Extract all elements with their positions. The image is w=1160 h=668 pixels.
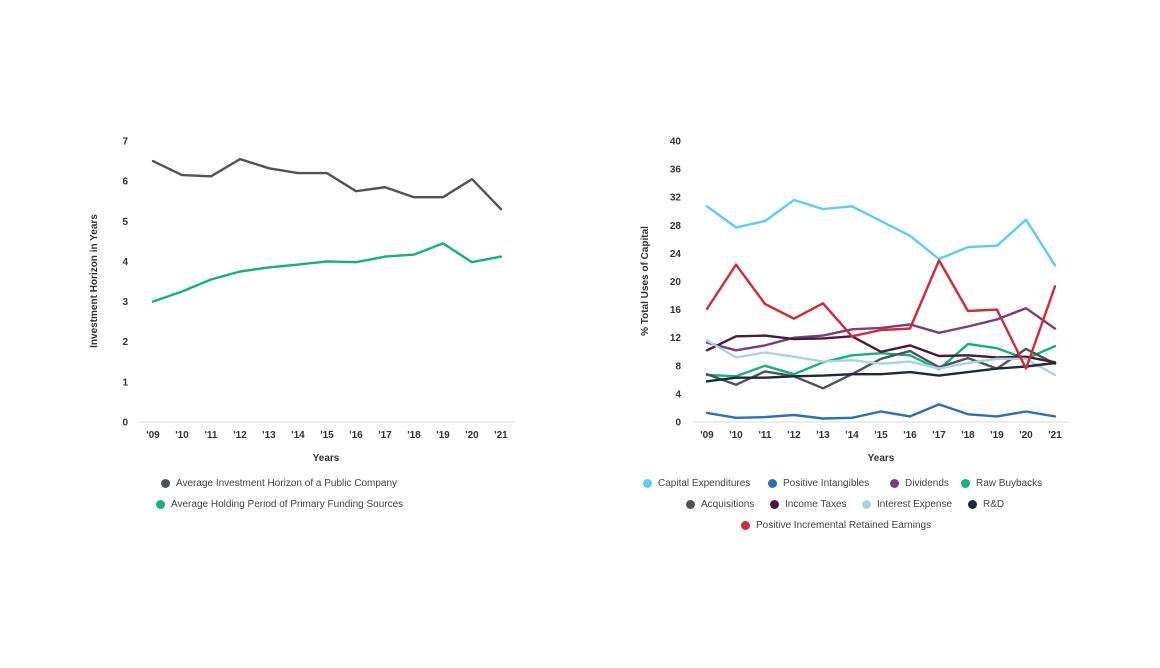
y-tick-label: 2 bbox=[122, 337, 128, 348]
legend-swatch bbox=[741, 521, 750, 530]
series-line-average-investment-horizon-of-a-public-company[interactable] bbox=[151, 157, 503, 211]
legend-item-capital-expenditures[interactable]: Capital Expenditures bbox=[643, 478, 750, 489]
legend-label: Acquisitions bbox=[701, 499, 755, 510]
x-tick-label: '10 bbox=[729, 430, 743, 441]
x-tick-label: '20 bbox=[465, 430, 479, 441]
legend-item-average-holding-period[interactable]: Average Holding Period of Primary Fundin… bbox=[156, 499, 403, 510]
legend-label: Interest Expense bbox=[877, 499, 953, 510]
legend-item-raw-buybacks[interactable]: Raw Buybacks bbox=[961, 478, 1042, 489]
x-tick-label: '09 bbox=[700, 430, 714, 441]
series-line-r-d[interactable] bbox=[705, 361, 1057, 383]
legend-item-positive-incremental-retained-earnings[interactable]: Positive Incremental Retained Earnings bbox=[741, 520, 931, 531]
legend-item-average-investment-horizon[interactable]: Average Investment Horizon of a Public C… bbox=[161, 478, 397, 489]
legend-label: R&D bbox=[983, 499, 1005, 510]
legend-label: Average Holding Period of Primary Fundin… bbox=[171, 499, 404, 510]
x-tick-label: '19 bbox=[436, 430, 450, 441]
y-tick-label: 6 bbox=[122, 177, 128, 188]
legend-label: Average Investment Horizon of a Public C… bbox=[176, 478, 398, 489]
legend-label: Raw Buybacks bbox=[976, 478, 1043, 489]
legend-label: Dividends bbox=[905, 478, 949, 489]
y-tick-label: 24 bbox=[670, 249, 682, 260]
x-tick-label: '10 bbox=[175, 430, 189, 441]
y-tick-label: 4 bbox=[122, 257, 128, 268]
series-line-average-holding-period-of-primary-funding-sources[interactable] bbox=[151, 242, 503, 303]
x-tick-label: '20 bbox=[1019, 430, 1033, 441]
legend-item-r-and-d[interactable]: R&D bbox=[968, 499, 1004, 510]
x-tick-label: '15 bbox=[874, 430, 888, 441]
legend-swatch bbox=[961, 479, 970, 488]
legend-swatch bbox=[770, 500, 779, 509]
legend-label: Capital Expenditures bbox=[658, 478, 751, 489]
y-tick-label: 7 bbox=[122, 137, 128, 148]
x-tick-label: '19 bbox=[990, 430, 1004, 441]
x-tick-label: '21 bbox=[1048, 430, 1062, 441]
legend-label: Income Taxes bbox=[785, 499, 847, 510]
series-line-capital-expenditures[interactable] bbox=[705, 198, 1057, 267]
chart1-y-axis-label: Investment Horizon in Years bbox=[89, 214, 100, 348]
x-tick-label: '12 bbox=[233, 430, 247, 441]
y-tick-label: 5 bbox=[122, 217, 128, 228]
legend-swatch bbox=[686, 500, 695, 509]
x-tick-label: '12 bbox=[787, 430, 801, 441]
legend-swatch bbox=[768, 479, 777, 488]
y-tick-label: 0 bbox=[675, 418, 681, 429]
y-tick-label: 4 bbox=[675, 389, 681, 400]
x-tick-label: '18 bbox=[407, 430, 421, 441]
series-line-positive-incremental-retained-earnings[interactable] bbox=[705, 259, 1057, 370]
x-tick-label: '17 bbox=[378, 430, 392, 441]
x-tick-label: '11 bbox=[759, 430, 772, 441]
legend-swatch bbox=[862, 500, 871, 509]
y-tick-label: 28 bbox=[670, 221, 682, 232]
y-tick-label: 1 bbox=[122, 377, 128, 388]
legend-label: Positive Incremental Retained Earnings bbox=[756, 520, 932, 531]
legend-item-dividends[interactable]: Dividends bbox=[890, 478, 949, 489]
series-line-income-taxes[interactable] bbox=[705, 334, 1057, 364]
legend-item-positive-intangibles[interactable]: Positive Intangibles bbox=[768, 478, 869, 489]
chart1-x-axis-label: Years bbox=[313, 453, 340, 464]
legend-swatch bbox=[890, 479, 899, 488]
x-tick-label: '13 bbox=[262, 430, 276, 441]
chart2-y-axis-label: % Total Uses of Capital bbox=[640, 226, 651, 336]
legend-swatch bbox=[968, 500, 977, 509]
legend-swatch bbox=[643, 479, 652, 488]
y-tick-label: 40 bbox=[670, 137, 682, 148]
series-line-raw-buybacks[interactable] bbox=[705, 342, 1057, 378]
x-tick-label: '13 bbox=[816, 430, 830, 441]
x-tick-label: '15 bbox=[320, 430, 334, 441]
legend-swatch bbox=[161, 479, 170, 488]
series-line-dividends[interactable] bbox=[705, 307, 1057, 352]
x-tick-label: '16 bbox=[349, 430, 363, 441]
y-tick-label: 12 bbox=[670, 333, 682, 344]
x-tick-label: '18 bbox=[961, 430, 975, 441]
y-tick-label: 16 bbox=[670, 305, 682, 316]
y-tick-label: 32 bbox=[670, 193, 682, 204]
y-tick-label: 20 bbox=[670, 277, 682, 288]
y-tick-label: 3 bbox=[122, 297, 128, 308]
legend-item-interest-expense[interactable]: Interest Expense bbox=[862, 499, 952, 510]
x-tick-label: '17 bbox=[932, 430, 946, 441]
legend-label: Positive Intangibles bbox=[783, 478, 870, 489]
series-line-interest-expense[interactable] bbox=[705, 339, 1057, 377]
legend-item-income-taxes[interactable]: Income Taxes bbox=[770, 499, 847, 510]
x-tick-label: '09 bbox=[146, 430, 160, 441]
legend-item-acquisitions[interactable]: Acquisitions bbox=[686, 499, 754, 510]
y-tick-label: 8 bbox=[675, 361, 681, 372]
x-tick-label: '14 bbox=[291, 430, 305, 441]
y-tick-label: 36 bbox=[670, 165, 682, 176]
x-tick-label: '14 bbox=[845, 430, 859, 441]
chart2-x-axis-label: Years bbox=[868, 453, 895, 464]
x-tick-label: '16 bbox=[903, 430, 917, 441]
y-tick-label: 0 bbox=[122, 418, 128, 429]
legend-swatch bbox=[156, 500, 165, 509]
x-tick-label: '21 bbox=[494, 430, 508, 441]
series-line-positive-intangibles[interactable] bbox=[705, 403, 1057, 420]
x-tick-label: '11 bbox=[205, 430, 218, 441]
